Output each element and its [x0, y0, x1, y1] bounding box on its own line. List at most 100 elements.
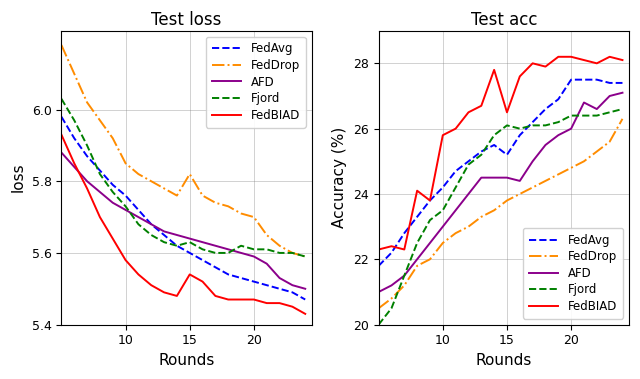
FedDrop: [289, 251, 296, 255]
FedAvg: [529, 120, 536, 124]
FedDrop: [276, 243, 284, 248]
FedBIAD: [250, 297, 258, 302]
FedBIAD: [426, 198, 434, 203]
Fjord: [212, 251, 220, 255]
FedBIAD: [263, 301, 271, 305]
FedAvg: [388, 251, 396, 255]
FedBIAD: [289, 304, 296, 309]
FedBIAD: [225, 297, 232, 302]
FedDrop: [477, 215, 485, 219]
FedAvg: [580, 77, 588, 82]
AFD: [70, 164, 78, 169]
Legend: FedAvg, FedDrop, AFD, Fjord, FedBIAD: FedAvg, FedDrop, AFD, Fjord, FedBIAD: [523, 228, 623, 319]
FedAvg: [477, 149, 485, 154]
FedDrop: [160, 186, 168, 191]
FedAvg: [186, 251, 193, 255]
Fjord: [490, 133, 498, 138]
Fjord: [452, 185, 460, 190]
AFD: [529, 159, 536, 164]
FedDrop: [452, 231, 460, 235]
FedAvg: [541, 107, 549, 111]
FedBIAD: [413, 188, 421, 193]
Fjord: [619, 107, 627, 111]
FedAvg: [516, 133, 524, 138]
FedAvg: [619, 81, 627, 85]
AFD: [619, 91, 627, 95]
Line: AFD: AFD: [61, 152, 305, 289]
AFD: [452, 208, 460, 213]
FedBIAD: [212, 294, 220, 298]
FedDrop: [250, 215, 258, 219]
FedDrop: [516, 192, 524, 196]
FedAvg: [173, 243, 180, 248]
FedAvg: [122, 193, 129, 198]
FedBIAD: [477, 103, 485, 108]
FedAvg: [109, 183, 116, 187]
FedAvg: [263, 283, 271, 287]
AFD: [541, 143, 549, 147]
AFD: [554, 133, 562, 138]
FedDrop: [619, 117, 627, 121]
FedDrop: [567, 166, 575, 170]
AFD: [388, 283, 396, 288]
Fjord: [413, 241, 421, 245]
FedDrop: [173, 193, 180, 198]
FedBIAD: [465, 110, 472, 114]
Fjord: [58, 97, 65, 101]
FedAvg: [70, 136, 78, 141]
FedDrop: [83, 100, 91, 105]
Line: FedDrop: FedDrop: [379, 119, 623, 308]
FedDrop: [554, 172, 562, 177]
FedBIAD: [70, 161, 78, 166]
Fjord: [516, 126, 524, 131]
FedBIAD: [109, 236, 116, 241]
FedDrop: [593, 149, 601, 154]
Y-axis label: Accuracy (%): Accuracy (%): [332, 127, 348, 228]
FedAvg: [567, 77, 575, 82]
FedBIAD: [237, 297, 245, 302]
Line: FedDrop: FedDrop: [61, 45, 305, 257]
FedBIAD: [503, 110, 511, 114]
Fjord: [426, 218, 434, 222]
Fjord: [554, 120, 562, 124]
AFD: [237, 251, 245, 255]
FedDrop: [96, 118, 104, 122]
AFD: [250, 254, 258, 259]
Fjord: [301, 254, 309, 259]
Fjord: [529, 123, 536, 128]
Fjord: [109, 190, 116, 194]
Title: Test acc: Test acc: [470, 11, 537, 29]
FedAvg: [83, 154, 91, 158]
AFD: [289, 283, 296, 287]
FedDrop: [198, 193, 206, 198]
FedAvg: [413, 215, 421, 219]
AFD: [401, 273, 408, 278]
AFD: [276, 276, 284, 280]
FedAvg: [465, 159, 472, 164]
AFD: [58, 150, 65, 155]
FedBIAD: [606, 55, 614, 59]
Line: FedAvg: FedAvg: [61, 117, 305, 299]
Fjord: [375, 322, 383, 327]
Fjord: [289, 251, 296, 255]
AFD: [301, 287, 309, 291]
FedBIAD: [567, 55, 575, 59]
FedAvg: [212, 265, 220, 269]
Legend: FedAvg, FedDrop, AFD, Fjord, FedBIAD: FedAvg, FedDrop, AFD, Fjord, FedBIAD: [205, 36, 306, 128]
FedBIAD: [122, 258, 129, 262]
AFD: [198, 240, 206, 244]
Fjord: [160, 240, 168, 244]
FedAvg: [401, 231, 408, 235]
Fjord: [96, 172, 104, 176]
FedBIAD: [541, 64, 549, 69]
Line: Fjord: Fjord: [379, 109, 623, 324]
FedBIAD: [619, 58, 627, 62]
FedDrop: [401, 283, 408, 288]
Fjord: [477, 152, 485, 157]
FedBIAD: [173, 294, 180, 298]
FedBIAD: [388, 244, 396, 249]
FedBIAD: [375, 247, 383, 252]
AFD: [375, 290, 383, 294]
FedDrop: [225, 204, 232, 208]
Fjord: [134, 222, 142, 227]
